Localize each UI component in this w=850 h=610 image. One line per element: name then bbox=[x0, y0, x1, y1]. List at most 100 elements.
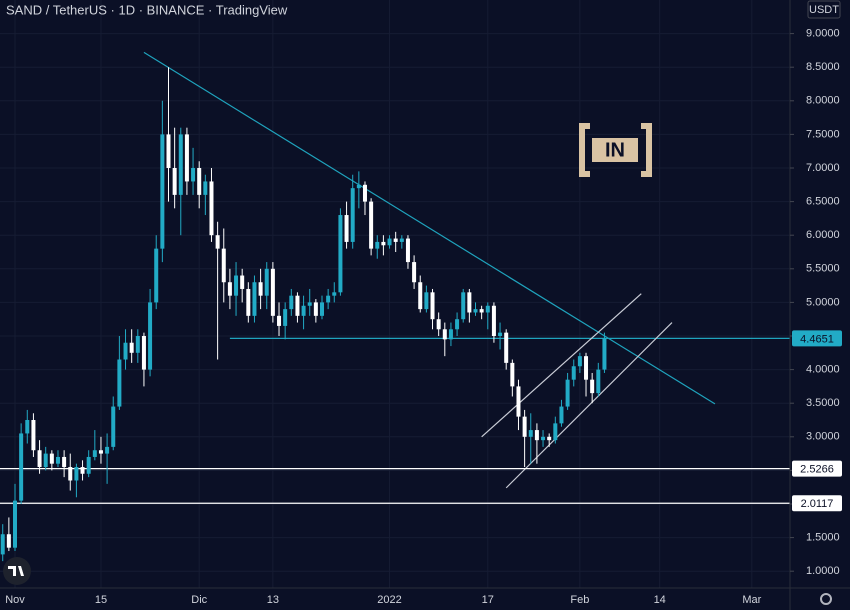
candle-body bbox=[191, 168, 196, 182]
candle-body bbox=[559, 406, 564, 424]
candle-body bbox=[362, 184, 367, 202]
y-tick-label: 9.0000 bbox=[806, 28, 840, 40]
candle-body bbox=[436, 319, 441, 330]
x-tick-label: 15 bbox=[95, 594, 107, 606]
candle-body bbox=[313, 302, 318, 316]
candle-body bbox=[227, 282, 232, 296]
x-tick-label: 17 bbox=[482, 594, 494, 606]
candle-body bbox=[203, 181, 208, 195]
candle-body bbox=[264, 268, 269, 296]
price-label-box bbox=[792, 495, 842, 512]
candle-body bbox=[577, 356, 582, 367]
candle-body bbox=[98, 450, 103, 454]
candle-body bbox=[405, 238, 410, 263]
candle-body bbox=[479, 309, 484, 313]
candle-body bbox=[154, 248, 159, 303]
plot-area bbox=[0, 51, 790, 562]
candle-body bbox=[197, 168, 202, 195]
candle-body bbox=[590, 379, 595, 394]
y-tick-label: 5.0000 bbox=[806, 296, 840, 308]
candle-body bbox=[485, 305, 490, 313]
candle-body bbox=[129, 342, 134, 353]
candle-body bbox=[455, 319, 460, 330]
gear[interactable] bbox=[820, 593, 832, 605]
candle-body bbox=[246, 288, 251, 316]
candle-body bbox=[541, 436, 546, 441]
candle-body bbox=[74, 467, 79, 481]
candle-body bbox=[522, 416, 527, 437]
candle-body bbox=[467, 292, 472, 313]
y-tick-label: 8.0000 bbox=[806, 95, 840, 107]
watermark-logo: IN bbox=[579, 123, 652, 177]
candle-body bbox=[0, 534, 5, 555]
y-tick-label: 7.0000 bbox=[806, 162, 840, 174]
trendline bbox=[481, 293, 642, 438]
candle-body bbox=[369, 201, 374, 249]
candle-body bbox=[111, 406, 116, 447]
y-tick-label: 3.5000 bbox=[806, 397, 840, 409]
candle-body bbox=[602, 338, 607, 370]
candle-body bbox=[240, 275, 245, 289]
candle-body bbox=[37, 450, 42, 468]
candle-body bbox=[442, 329, 447, 340]
y-tick-label: 4.0000 bbox=[806, 364, 840, 376]
candle-body bbox=[516, 386, 521, 417]
x-tick-label: 2022 bbox=[377, 594, 401, 606]
candle-body bbox=[326, 295, 331, 303]
candle-body bbox=[295, 295, 300, 316]
x-tick-label: Dic bbox=[191, 594, 207, 606]
candle-body bbox=[584, 356, 589, 380]
candle-body bbox=[301, 305, 306, 316]
candle-body bbox=[565, 379, 570, 407]
currency-label: USDT bbox=[809, 4, 839, 16]
candle-body bbox=[412, 262, 417, 283]
logo-box bbox=[592, 138, 638, 162]
candle-body bbox=[332, 292, 337, 296]
candle-body bbox=[178, 134, 183, 195]
candle-body bbox=[283, 309, 288, 326]
candle-body bbox=[596, 369, 601, 394]
candle-body bbox=[461, 292, 466, 320]
candle-body bbox=[418, 282, 423, 310]
candle-body bbox=[350, 188, 355, 242]
candle-body bbox=[6, 534, 11, 548]
y-tick-label: 1.0000 bbox=[806, 565, 840, 577]
logo-text: IN bbox=[605, 139, 625, 161]
y-tick-label: 1.5000 bbox=[806, 532, 840, 544]
tradingview-logo bbox=[3, 557, 31, 585]
candle-body bbox=[393, 238, 398, 242]
candle-body bbox=[270, 268, 275, 316]
candle-body bbox=[258, 282, 263, 296]
y-tick-label: 5.5000 bbox=[806, 263, 840, 275]
y-tick-label: 6.5000 bbox=[806, 196, 840, 208]
x-tick-label: 13 bbox=[267, 594, 279, 606]
candle-body bbox=[221, 248, 226, 283]
candle-body bbox=[547, 436, 552, 441]
candle-body bbox=[49, 453, 54, 464]
candle-body bbox=[534, 430, 539, 441]
price-label: 2.5266 bbox=[800, 464, 834, 476]
settings-icon[interactable] bbox=[820, 593, 832, 605]
currency-box bbox=[807, 0, 841, 19]
candle-body bbox=[399, 238, 404, 242]
candle-body bbox=[86, 456, 91, 474]
candle-body bbox=[498, 332, 503, 336]
candle-body bbox=[123, 342, 128, 360]
candle-body bbox=[289, 295, 294, 310]
candle-body bbox=[160, 134, 165, 249]
y-tick-label: 7.5000 bbox=[806, 128, 840, 140]
trendline bbox=[143, 51, 716, 405]
price-label-box bbox=[792, 330, 842, 347]
x-tick-label: Nov bbox=[5, 594, 25, 606]
candle-body bbox=[277, 315, 282, 326]
candle-body bbox=[504, 332, 509, 363]
candle-body bbox=[209, 181, 214, 236]
candle-body bbox=[31, 420, 36, 451]
candle-body bbox=[68, 467, 73, 481]
candle-body bbox=[234, 275, 239, 296]
candle-body bbox=[553, 423, 558, 441]
candle-body bbox=[55, 456, 60, 464]
x-tick-label: Feb bbox=[570, 594, 589, 606]
candle-body bbox=[62, 456, 67, 468]
